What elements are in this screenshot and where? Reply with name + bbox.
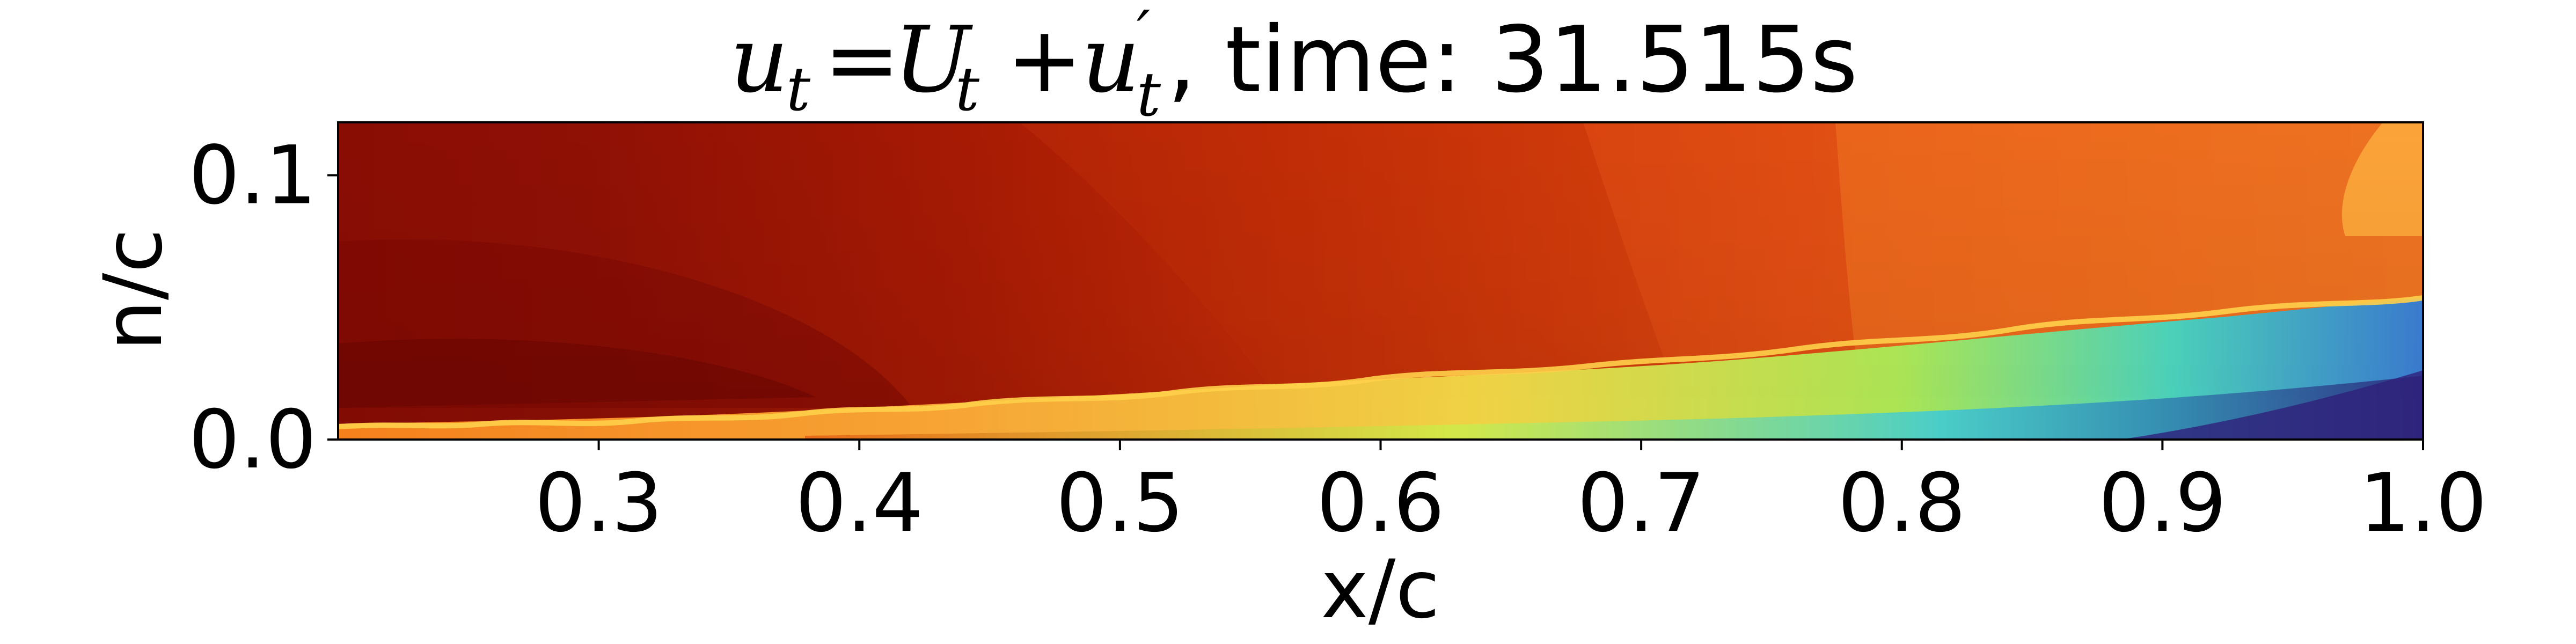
low-speed-region xyxy=(2120,370,2423,440)
near-wall-layer xyxy=(805,376,2423,440)
x-axis-label: x/c xyxy=(1321,543,1440,636)
title-subscript-t: t xyxy=(786,55,811,125)
chart-title: u t = U t + u ′ t , time: 31.515s xyxy=(730,0,1858,130)
title-subscript-t2: t xyxy=(955,55,980,125)
title-subscript-t3: t xyxy=(1137,60,1161,130)
x-tick-label: 0.4 xyxy=(795,457,924,550)
title-symbol-U: U xyxy=(894,7,973,113)
title-symbol-uprime: u xyxy=(1081,7,1140,113)
plot-area xyxy=(338,122,2423,440)
title-plus: + xyxy=(1006,7,1082,113)
y-axis: 0.0 0.1 xyxy=(188,129,338,487)
title-symbol-u: u xyxy=(730,7,789,113)
x-tick-label: 0.8 xyxy=(1838,457,1966,550)
x-tick-label: 0.6 xyxy=(1316,457,1445,550)
x-tick-label: 0.9 xyxy=(2098,457,2227,550)
y-tick-label: 0.0 xyxy=(188,393,317,487)
title-equals: = xyxy=(824,7,900,113)
y-tick-label: 0.1 xyxy=(188,129,317,223)
x-tick-label: 0.5 xyxy=(1056,457,1184,550)
title-suffix: , time: 31.515s xyxy=(1167,7,1858,113)
x-tick-label: 0.7 xyxy=(1577,457,1706,550)
x-tick-label: 1.0 xyxy=(2359,457,2487,550)
x-tick-label: 0.3 xyxy=(535,457,663,550)
boundary-layer-region xyxy=(338,298,2423,440)
x-axis: 0.3 0.4 0.5 0.6 0.7 0.8 0.9 1.0 xyxy=(535,440,2487,550)
y-axis-label: n/c xyxy=(87,229,180,351)
boundary-layer-edge xyxy=(338,295,2423,429)
title-prime: ′ xyxy=(1137,0,1150,68)
